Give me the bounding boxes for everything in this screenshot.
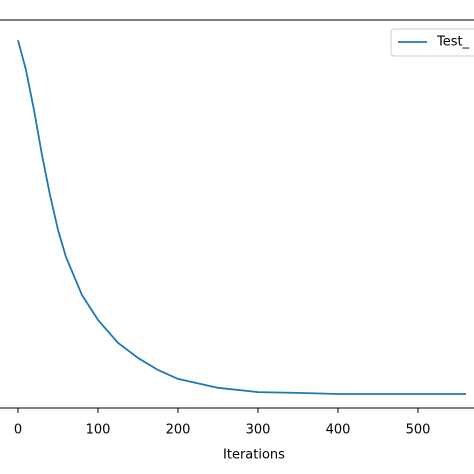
x-tick-label: 0 <box>14 423 22 438</box>
x-tick-label: 400 <box>326 423 351 438</box>
x-tick-label: 500 <box>406 423 431 438</box>
x-tick-label: 300 <box>246 423 271 438</box>
plot-area <box>17 39 466 395</box>
legend-box <box>390 28 474 57</box>
line <box>17 39 466 395</box>
x-tick-label: 200 <box>166 423 191 438</box>
legend-label: Test_ <box>436 35 470 50</box>
x-tick-label: 100 <box>86 423 111 438</box>
x-axis-label: Iterations <box>223 448 285 463</box>
legend: Test_ <box>390 28 474 57</box>
